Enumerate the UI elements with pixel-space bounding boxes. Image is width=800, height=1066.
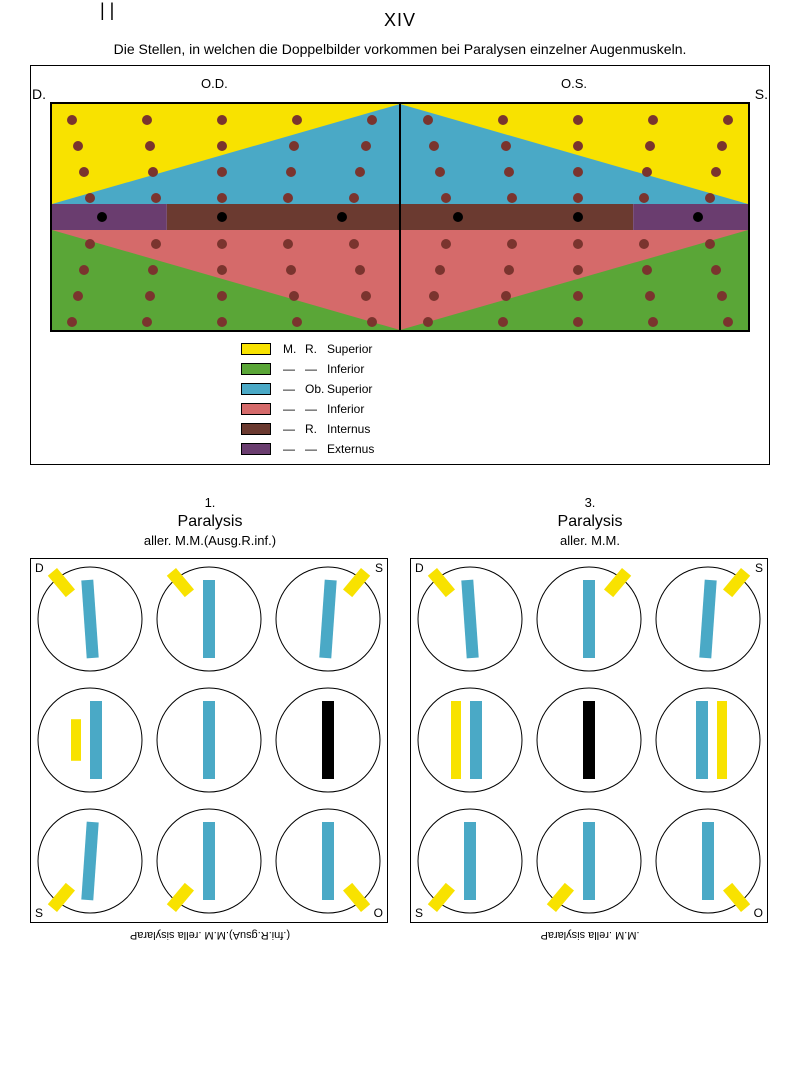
grid-cell — [31, 559, 150, 680]
lower-grids: 1. Paralysis aller. M.M.(Ausg.R.inf.) DS… — [30, 495, 770, 941]
legend-swatch — [241, 423, 271, 435]
diagram-panel: O.D. O.S. D. S. M.R.Superior——Inferior—O… — [30, 65, 770, 465]
legend-swatch — [241, 343, 271, 355]
grid-cell — [268, 680, 387, 801]
s-marker: S. — [755, 86, 768, 102]
legend-row: ——Inferior — [241, 400, 759, 418]
muscle-field-chart: D. S. — [50, 102, 750, 332]
grid-cell — [268, 801, 387, 922]
os-label: O.S. — [561, 76, 587, 91]
legend-swatch — [241, 383, 271, 395]
gaze-circle — [34, 684, 146, 796]
grid-cell — [411, 559, 530, 680]
grid-right-sub: aller. M.M. — [410, 533, 770, 550]
legend-col3: Inferior — [327, 362, 364, 376]
grid-left-sub: aller. M.M.(Ausg.R.inf.) — [30, 533, 390, 550]
legend-swatch — [241, 363, 271, 375]
grid-cell — [150, 559, 269, 680]
grid-cell — [31, 801, 150, 922]
gaze-circle — [153, 805, 265, 917]
grid9 — [31, 559, 387, 922]
legend: M.R.Superior——Inferior—Ob.Superior——Infe… — [241, 340, 759, 458]
gaze-circle — [533, 563, 645, 675]
gaze-circle — [272, 563, 384, 675]
legend-col3: Superior — [327, 342, 372, 356]
gaze-circle — [533, 684, 645, 796]
grid-cell — [31, 680, 150, 801]
grid9 — [411, 559, 767, 922]
legend-row: —R.Internus — [241, 420, 759, 438]
gaze-circle — [272, 805, 384, 917]
grid-col-right: 3. Paralysis aller. M.M. DSSO .M.M .rell… — [410, 495, 770, 941]
legend-row: ——Inferior — [241, 360, 759, 378]
gaze-circle — [652, 684, 764, 796]
grid-cell — [648, 801, 767, 922]
page-mark: | | — [100, 0, 114, 21]
gaze-circle — [272, 684, 384, 796]
grid-cell — [530, 559, 649, 680]
gaze-circle — [533, 805, 645, 917]
grid-cell — [150, 680, 269, 801]
subtitle: Die Stellen, in welchen die Doppelbilder… — [30, 41, 770, 57]
grid-right-mirror: .M.M .rella sisylaraP — [410, 929, 770, 941]
grid-col-left: 1. Paralysis aller. M.M.(Ausg.R.inf.) DS… — [30, 495, 390, 941]
grid-cell — [530, 680, 649, 801]
legend-row: —Ob.Superior — [241, 380, 759, 398]
legend-col2: — — [305, 442, 327, 456]
legend-col2: R. — [305, 422, 327, 436]
legend-col2: — — [305, 402, 327, 416]
gaze-circle — [153, 684, 265, 796]
grid-right-frame: DSSO — [410, 558, 768, 923]
grid-left-title: Paralysis — [30, 512, 390, 533]
gaze-circle — [652, 805, 764, 917]
legend-col1: — — [283, 442, 305, 456]
legend-col1: — — [283, 422, 305, 436]
legend-col3: Internus — [327, 422, 370, 436]
grid-left-mirror: (.fni.R.gsuA).M.M .rella sisylaraP — [30, 929, 390, 941]
gaze-circle — [414, 563, 526, 675]
grid-right-num: 3. — [410, 495, 770, 512]
gaze-circle — [153, 563, 265, 675]
legend-col1: — — [283, 362, 305, 376]
gaze-circle — [414, 805, 526, 917]
legend-row: ——Externus — [241, 440, 759, 458]
grid-right-title: Paralysis — [410, 512, 770, 533]
grid-cell — [530, 801, 649, 922]
field-chart-svg — [52, 104, 748, 330]
legend-col1: — — [283, 402, 305, 416]
grid-cell — [150, 801, 269, 922]
legend-row: M.R.Superior — [241, 340, 759, 358]
legend-col1: M. — [283, 342, 305, 356]
grid-cell — [648, 559, 767, 680]
legend-col3: Inferior — [327, 402, 364, 416]
legend-col2: R. — [305, 342, 327, 356]
gaze-circle — [34, 563, 146, 675]
legend-col2: Ob. — [305, 382, 327, 396]
page-number-roman: XIV — [30, 10, 770, 31]
gaze-circle — [34, 805, 146, 917]
gaze-circle — [652, 563, 764, 675]
grid-cell — [411, 801, 530, 922]
legend-col3: Externus — [327, 442, 374, 456]
od-label: O.D. — [201, 76, 228, 91]
legend-col1: — — [283, 382, 305, 396]
legend-col2: — — [305, 362, 327, 376]
legend-swatch — [241, 443, 271, 455]
legend-swatch — [241, 403, 271, 415]
legend-col3: Superior — [327, 382, 372, 396]
gaze-circle — [414, 684, 526, 796]
grid-cell — [268, 559, 387, 680]
grid-left-frame: DSSO — [30, 558, 388, 923]
grid-cell — [411, 680, 530, 801]
grid-left-num: 1. — [30, 495, 390, 512]
d-marker: D. — [32, 86, 46, 102]
grid-cell — [648, 680, 767, 801]
